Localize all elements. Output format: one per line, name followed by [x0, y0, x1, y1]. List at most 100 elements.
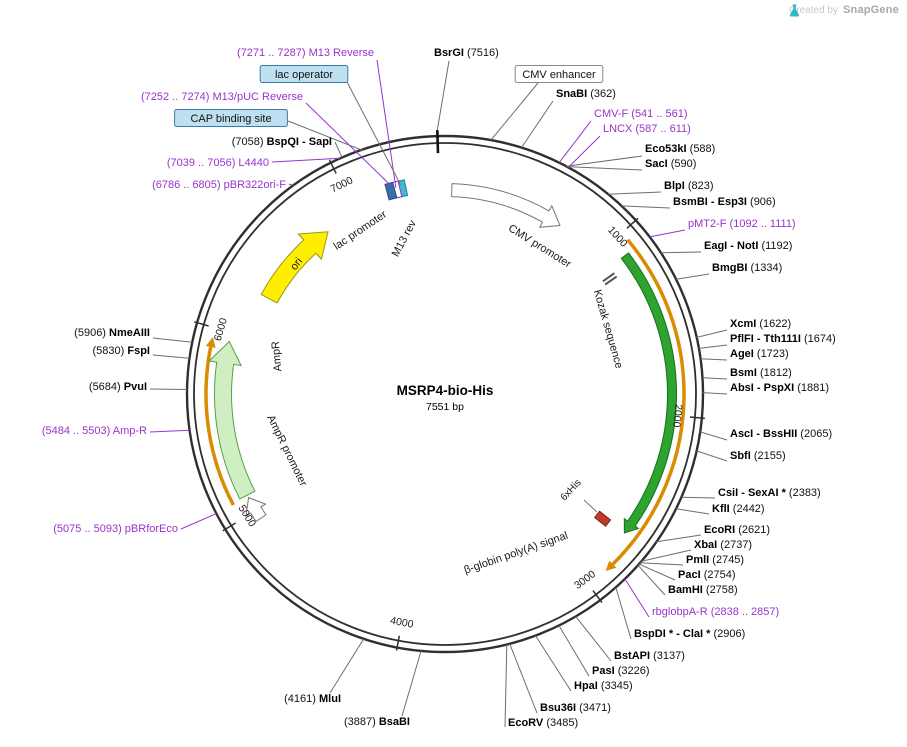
enzyme-label-bsrgi: BsrGI (7516) [434, 47, 499, 59]
callout-line-xbai [641, 549, 692, 562]
enzyme-label-eco53ki: Eco53kI (588) [645, 143, 715, 155]
callout-line-nmeaiii [152, 337, 193, 343]
callout-line-lncx [567, 135, 601, 168]
callout-line-pasi [558, 625, 590, 677]
enzyme-label-nmeaiii: (5906) NmeAIII [74, 327, 150, 339]
enzyme-label-kfli: KflI (2442) [712, 503, 765, 515]
scale-tick-6000 [193, 321, 209, 327]
primer-label-pbr322ori-f: (6786 .. 6805) pBR322ori-F [152, 179, 286, 191]
scale-tick-label-1000: 1000 [605, 224, 630, 249]
enzyme-label-pmli: PmlI (2745) [686, 554, 744, 566]
inside-label-ampr-promoter: AmpR promoter [264, 413, 309, 488]
callout-line-bstapi [575, 616, 612, 662]
enzyme-label-xbai: XbaI (2737) [694, 539, 752, 551]
enzyme-label-sbfi: SbfI (2155) [730, 450, 786, 462]
callout-line-saci [566, 166, 643, 171]
scale-tick-label-2000: 2000 [670, 404, 684, 429]
feature-orf-main [611, 238, 686, 566]
callout-line-xcmi [696, 329, 728, 338]
feature-label-box-cap-binding-site [174, 109, 288, 127]
primer-label-lncx: LNCX (587 .. 611) [603, 123, 691, 135]
callout-line-mlui [329, 638, 365, 694]
feature-label-box-lac-operator [259, 65, 349, 83]
enzyme-label-pvui: (5684) PvuI [89, 381, 147, 393]
callout-line-pbr322ori-f [288, 183, 294, 186]
callout-line-blpi [608, 191, 662, 195]
callout-line-eco53ki [566, 155, 643, 167]
feature-his-tag-feature [593, 510, 612, 527]
callout-line-m13-reverse [376, 59, 397, 188]
enzyme-label-pflfi-tth111i: PflFI - Tth111I (1674) [730, 333, 836, 345]
callout-line-cmv-f [558, 120, 592, 163]
feature-orf-main-arrowhead [605, 560, 617, 571]
inside-label-ampr: AmpR [270, 340, 285, 372]
scale-tick-label-3000: 3000 [572, 568, 598, 592]
backbone-outer-circle [185, 134, 705, 654]
callout-line-fspi [152, 354, 190, 359]
primer-label-cmv-f: CMV-F (541 .. 561) [594, 108, 688, 120]
enzyme-label-bmgbi: BmgBI (1334) [712, 262, 782, 274]
callout-line-agei [700, 358, 728, 361]
enzyme-label-asci-bsshii: AscI - BssHII (2065) [730, 428, 832, 440]
feature-label-lac-operator: lac operator [275, 69, 333, 81]
feature-label-cap-binding-site: CAP binding site [190, 113, 271, 125]
snapgene-watermark: Created by SnapGene [789, 4, 899, 17]
inside-label-cmv-promoter: CMV promoter [506, 222, 573, 270]
enzyme-label-agei: AgeI (1723) [730, 348, 789, 360]
enzyme-label-bstapi: BstAPI (3137) [614, 650, 685, 662]
feature-ampr [208, 340, 256, 500]
enzyme-label-bsmi: BsmI (1812) [730, 367, 792, 379]
feature-cmv-promoter [451, 183, 561, 228]
scale-tick-3000 [592, 590, 603, 603]
site-tick-7516 [436, 130, 440, 154]
scale-tick-label-4000: 4000 [389, 615, 414, 631]
feature-ampr-promoter [245, 496, 267, 523]
callout-line-bspdi-clai [615, 587, 632, 640]
enzyme-label-saci: SacI (590) [645, 158, 696, 170]
callout-line-bamhi [637, 564, 666, 596]
backbone-inner-circle [193, 142, 697, 646]
callout-line-kfli [675, 508, 710, 515]
scale-tick-label-6000: 6000 [212, 317, 230, 343]
enzyme-label-mlui: (4161) MluI [284, 693, 341, 705]
primer-label-m13-puc-reverse: (7252 .. 7274) M13/pUC Reverse [141, 91, 303, 103]
scale-tick-5000 [222, 522, 236, 532]
callout-line-pmli [640, 562, 684, 566]
enzyme-label-fspi: (5830) FspI [93, 345, 150, 357]
primer-label-l4440: (7039 .. 7056) L4440 [167, 157, 269, 169]
callout-line-pflfi-tth111i [698, 344, 728, 349]
primer-label-m13-reverse: (7271 .. 7287) M13 Reverse [237, 47, 374, 59]
callout-line-pbrforeco [180, 513, 217, 530]
enzyme-label-xcmi: XcmI (1622) [730, 318, 791, 330]
callout-line-bspqi-sapi [334, 141, 343, 158]
callout-line-lac-operator [345, 79, 402, 185]
callout-line-sbfi [696, 450, 728, 462]
callout-line-ecori [656, 534, 702, 543]
kozak-mark [604, 275, 618, 286]
inside-label-bglobin-polya: β-globin poly(A) signal [463, 530, 570, 577]
feature-orf-ampr-arrowhead [205, 337, 216, 348]
enzyme-label-pasi: PasI (3226) [592, 665, 650, 677]
his-tag-connector [583, 499, 598, 513]
callout-line-eagi-noti [660, 251, 702, 254]
enzyme-label-bsabi: (3887) BsaBI [344, 716, 410, 728]
callout-line-rbglobpa-r [624, 578, 650, 618]
snapgene-flask-icon [789, 4, 800, 17]
enzyme-label-absi-pspxi: AbsI - PspXI (1881) [730, 382, 829, 394]
inside-label-lac-promoter: lac promoter [332, 208, 390, 252]
callout-line-cap-binding-site [287, 120, 364, 151]
feature-label-cmv-enhancer: CMV enhancer [522, 69, 596, 81]
callout-line-cmv-enhancer [490, 82, 539, 141]
callout-line-bsu36i [509, 643, 538, 714]
callout-line-pvui [149, 388, 188, 390]
callout-line-bmgbi [676, 273, 710, 280]
scale-tick-4000 [395, 635, 401, 651]
kozak-mark [602, 272, 615, 283]
callout-line-snabi [521, 100, 554, 148]
enzyme-label-bspqi-sapi: (7058) BspQI - SapI [232, 136, 332, 148]
primer-label-amp-r: (5484 .. 5503) Amp-R [42, 425, 147, 437]
scale-tick-1000 [626, 217, 639, 229]
enzyme-label-eagi-noti: EagI - NotI (1192) [704, 240, 792, 252]
